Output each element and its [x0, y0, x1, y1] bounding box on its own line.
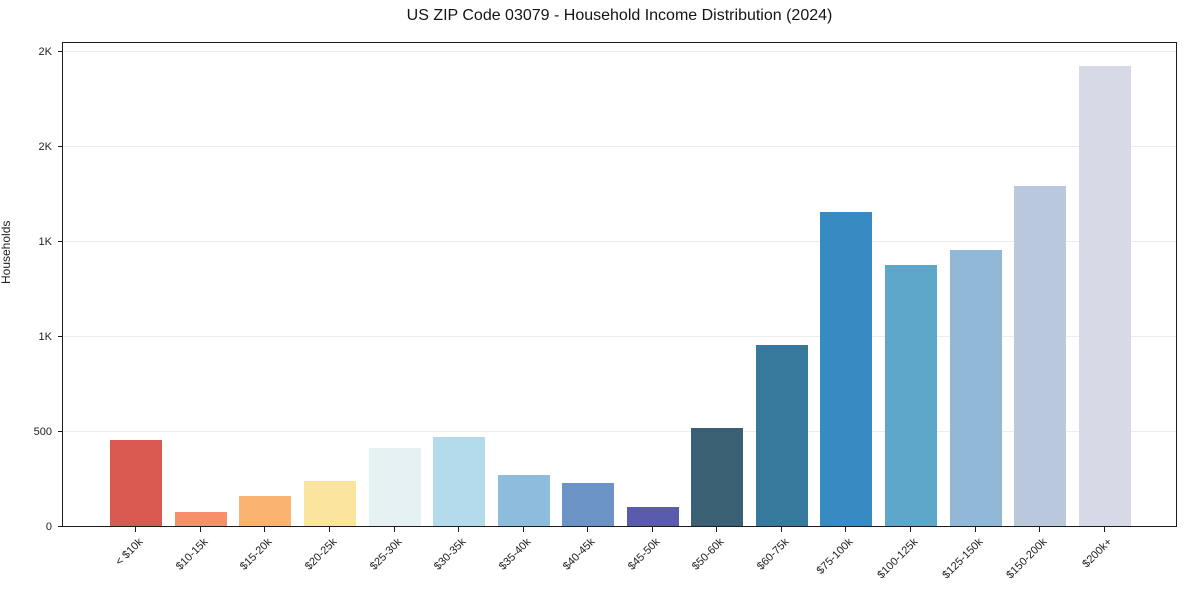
gridline — [63, 335, 1176, 337]
x-tick-mark — [264, 527, 266, 532]
bar-$60-75k — [755, 345, 808, 526]
gridline — [63, 145, 1176, 147]
y-tick-label: 0 — [45, 521, 52, 533]
gridline — [63, 50, 1176, 52]
x-tick-mark — [393, 527, 395, 532]
bar-$25-30k — [368, 448, 421, 526]
y-tick-label: 2K — [38, 140, 52, 153]
x-tick-mark — [780, 527, 782, 532]
bar-$10-15k — [174, 511, 227, 526]
y-tick-mark — [58, 145, 62, 147]
x-tick-mark — [135, 527, 137, 532]
y-tick-label: 2K — [38, 45, 52, 58]
bar-$30-35k — [433, 436, 486, 526]
bar-$200k+ — [1078, 65, 1131, 526]
bar-$75-100k — [820, 212, 873, 526]
x-tick-mark — [974, 527, 976, 532]
x-tick-mark — [587, 527, 589, 532]
x-tick-mark — [328, 527, 330, 532]
gridline — [63, 430, 1176, 432]
x-tick-mark — [651, 527, 653, 532]
x-tick-mark — [910, 527, 912, 532]
bar-$40-45k — [562, 483, 615, 526]
bar-$125-150k — [949, 250, 1002, 526]
gridline — [63, 240, 1176, 242]
bar-$45-50k — [626, 506, 679, 526]
x-tick-mark — [1103, 527, 1105, 532]
y-axis-label: Households — [0, 220, 13, 284]
x-tick-mark — [458, 527, 460, 532]
plot-area — [62, 42, 1177, 527]
y-tick-mark — [58, 50, 62, 52]
y-tick-mark — [58, 526, 62, 527]
x-tick-mark — [845, 527, 847, 532]
y-tick-label: 500 — [33, 425, 52, 438]
y-tick-mark — [58, 430, 62, 432]
y-tick-mark — [58, 240, 62, 242]
y-tick-label: 1K — [38, 235, 52, 248]
x-tick-mark — [522, 527, 524, 532]
y-tick-label: 1K — [38, 330, 52, 343]
bar-$100-125k — [885, 265, 938, 526]
x-tick-label: < $10k — [113, 536, 146, 569]
chart-title: US ZIP Code 03079 - Household Income Dis… — [406, 7, 833, 24]
y-tick-mark — [58, 335, 62, 337]
x-tick-mark — [1039, 527, 1041, 532]
bar-$15-20k — [239, 495, 292, 526]
bar-< $10k — [110, 440, 163, 526]
x-tick-mark — [716, 527, 718, 532]
bar-$35-40k — [497, 474, 550, 526]
x-tick-mark — [199, 527, 201, 532]
bar-$50-60k — [691, 428, 744, 526]
bar-$20-25k — [303, 481, 356, 526]
bar-$150-200k — [1014, 185, 1067, 526]
